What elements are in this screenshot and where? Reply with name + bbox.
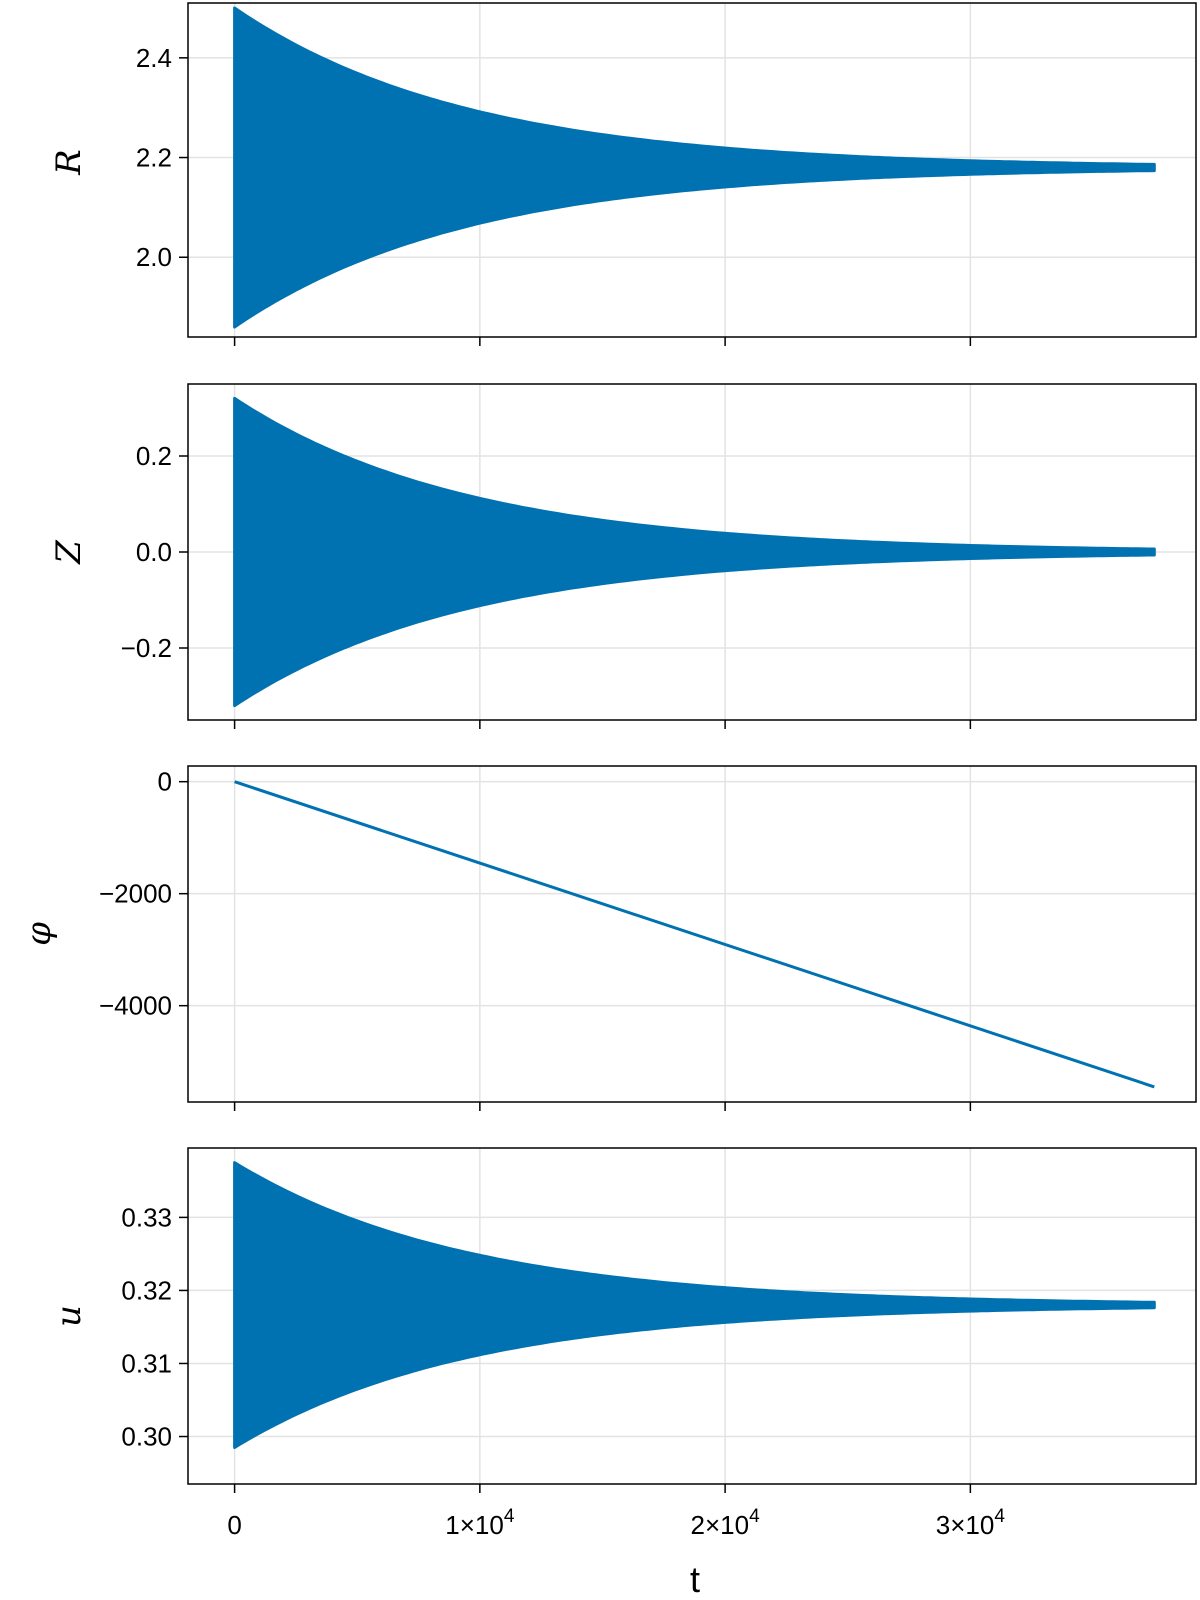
y-tick-label: 0.2: [136, 441, 172, 471]
x-tick-label-base: 0: [227, 1510, 241, 1540]
y-tick-label: −2000: [99, 879, 172, 909]
panels-group: 2.02.22.4R−0.20.00.2Z−4000−20000φ0.300.3…: [19, 2, 1197, 1540]
x-tick-label-base: 2×10: [691, 1510, 750, 1540]
panel-4: 0.30 0.31 0.32 0.33 u: [49, 1147, 1197, 1493]
x-tick-label-base: 1×10: [445, 1510, 504, 1540]
y-axis-label: u: [49, 1305, 89, 1327]
x-tick-label-exponent: 4: [504, 1506, 515, 1527]
axes-frame: [187, 1147, 1197, 1485]
y-axis-label: Z: [49, 539, 89, 565]
series-envelope: [233, 1161, 1156, 1449]
plot-area: [234, 780, 1155, 1089]
x-axis-label: t: [690, 1559, 700, 1600]
plot-area: [233, 396, 1156, 708]
series-envelope: [233, 396, 1156, 708]
x-tick-label: 2×104: [691, 1506, 761, 1540]
panel-3: −4000 −2000 0 φ: [19, 765, 1197, 1111]
x-tick-label: 0: [227, 1510, 241, 1540]
panel-1: 2.0 2.2 2.4 R: [49, 2, 1197, 346]
y-tick-label: 0.31: [121, 1348, 172, 1378]
x-tick-label-exponent: 4: [994, 1506, 1005, 1527]
x-tick-label-exponent: 4: [749, 1506, 760, 1527]
y-tick-label: −0.2: [121, 633, 172, 663]
axes-frame: [187, 2, 1197, 338]
y-tick-label: 0.30: [121, 1422, 172, 1452]
y-axis-label: R: [49, 149, 89, 176]
y-axis-label: φ: [19, 922, 59, 946]
plot-area: [233, 1161, 1156, 1449]
y-tick-label: 0: [158, 767, 172, 797]
y-tick-label: 0.0: [136, 537, 172, 567]
x-tick-label-base: 3×10: [936, 1510, 995, 1540]
y-tick-label: 2.2: [136, 143, 172, 173]
series-envelope: [233, 6, 1156, 329]
y-tick-label: 2.0: [136, 242, 172, 272]
y-tick-label: 0.32: [121, 1275, 172, 1305]
axes-frame: [187, 765, 1197, 1103]
panel-2: −0.2 0.0 0.2 Z: [49, 383, 1197, 729]
y-tick-label: 0.33: [121, 1202, 172, 1232]
y-tick-label: 2.4: [136, 43, 172, 73]
y-tick-label: −4000: [99, 991, 172, 1021]
plot-area: [233, 6, 1156, 329]
x-tick-label: 1×104: [445, 1506, 515, 1540]
series-line: [234, 780, 1155, 1089]
x-tick-label: 3×104: [936, 1506, 1006, 1540]
